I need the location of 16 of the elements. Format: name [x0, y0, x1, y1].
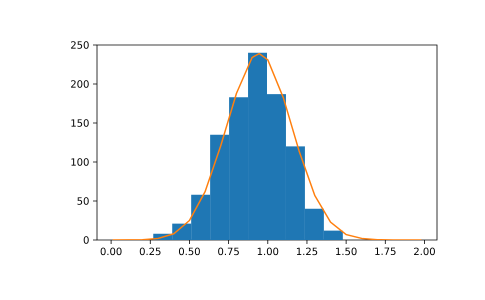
y-tick-label: 0 — [84, 236, 89, 244]
line-series — [112, 52, 422, 240]
y-tick-label: 150 — [71, 119, 89, 127]
x-tick-label: 0.75 — [218, 248, 239, 256]
x-tick-label: 0.50 — [178, 248, 200, 256]
y-tick-label: 250 — [71, 41, 89, 49]
y-tick-label: 50 — [77, 197, 89, 205]
x-tick-label: 0.25 — [140, 248, 161, 256]
x-tick-label: 1.50 — [336, 248, 357, 256]
x-tick-label: 1.25 — [296, 248, 318, 256]
y-tick-label: 100 — [71, 158, 89, 166]
x-tick-label: 2.00 — [414, 248, 435, 256]
x-tick-label: 1.00 — [258, 248, 278, 256]
y-tick-label: 200 — [71, 80, 89, 88]
x-tick-label: 0.00 — [100, 248, 122, 256]
x-tick-label: 1.75 — [375, 248, 396, 256]
